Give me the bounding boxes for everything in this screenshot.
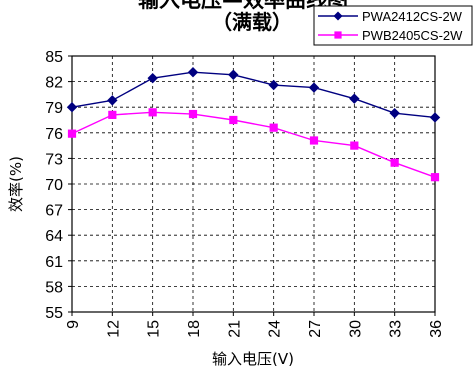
x-tick-label: 36 (428, 320, 445, 338)
y-tick-label: 70 (45, 177, 63, 194)
series-layer (66, 67, 441, 182)
y-axis-label: 效率(%) (7, 156, 25, 212)
y-tick-label: 64 (45, 228, 63, 245)
data-point-square (148, 108, 157, 117)
legend-marker-diamond (333, 11, 343, 21)
x-tick-label: 33 (388, 320, 405, 338)
data-point-diamond (228, 69, 239, 80)
data-point-square (269, 123, 278, 132)
legend: PWA2412CS-2W PWB2405CS-2W (313, 5, 473, 46)
data-point-diamond (389, 107, 400, 119)
data-point-diamond (349, 93, 360, 104)
data-point-square (350, 141, 359, 150)
y-tick-label: 85 (45, 49, 63, 66)
x-tick-label: 15 (146, 320, 163, 338)
y-tick-label: 67 (45, 203, 63, 220)
data-point-square (390, 158, 399, 167)
legend-label: PWB2405CS-2W (362, 28, 463, 43)
y-tick-label: 79 (45, 100, 63, 117)
legend-marker-square (334, 31, 342, 39)
x-tick-label: 24 (267, 320, 284, 338)
data-point-diamond (308, 82, 320, 93)
data-point-square (229, 115, 238, 125)
data-point-diamond (187, 67, 199, 78)
series-2 (67, 108, 440, 182)
x-tick-label: 21 (226, 320, 243, 338)
data-point-square (309, 136, 319, 145)
x-axis-ticks: 9 12 15 18 21 24 27 30 33 36 (65, 312, 445, 338)
data-point-diamond (66, 101, 78, 113)
data-point-square (67, 129, 77, 138)
chart-subtitle: （满载） (212, 10, 292, 34)
chart-title: 输入电压—效率曲线图 (138, 0, 348, 12)
series-line (71, 71, 436, 119)
y-axis-ticks: 55 58 61 64 67 70 73 76 79 82 85 (45, 49, 72, 322)
y-tick-label: 82 (45, 75, 63, 92)
y-tick-label: 73 (45, 151, 63, 168)
data-point-square (108, 110, 117, 119)
y-tick-label: 58 (45, 279, 63, 296)
x-axis-label: 输入电压(V) (212, 350, 294, 368)
y-tick-label: 76 (45, 126, 63, 143)
y-tick-label: 61 (45, 254, 63, 271)
series-1 (66, 67, 441, 123)
data-point-diamond (107, 95, 118, 106)
x-tick-label: 18 (186, 320, 203, 338)
legend-label: PWA2412CS-2W (362, 9, 463, 24)
x-tick-label: 27 (307, 320, 324, 338)
x-tick-label: 12 (105, 320, 122, 338)
data-point-diamond (268, 79, 279, 91)
y-tick-label: 55 (45, 305, 63, 322)
x-tick-label: 9 (65, 320, 82, 329)
data-point-square (430, 173, 440, 182)
x-tick-label: 30 (347, 320, 364, 338)
data-point-square (188, 109, 198, 119)
series-line (71, 111, 436, 178)
data-point-diamond (147, 72, 158, 84)
data-point-diamond (429, 112, 441, 123)
